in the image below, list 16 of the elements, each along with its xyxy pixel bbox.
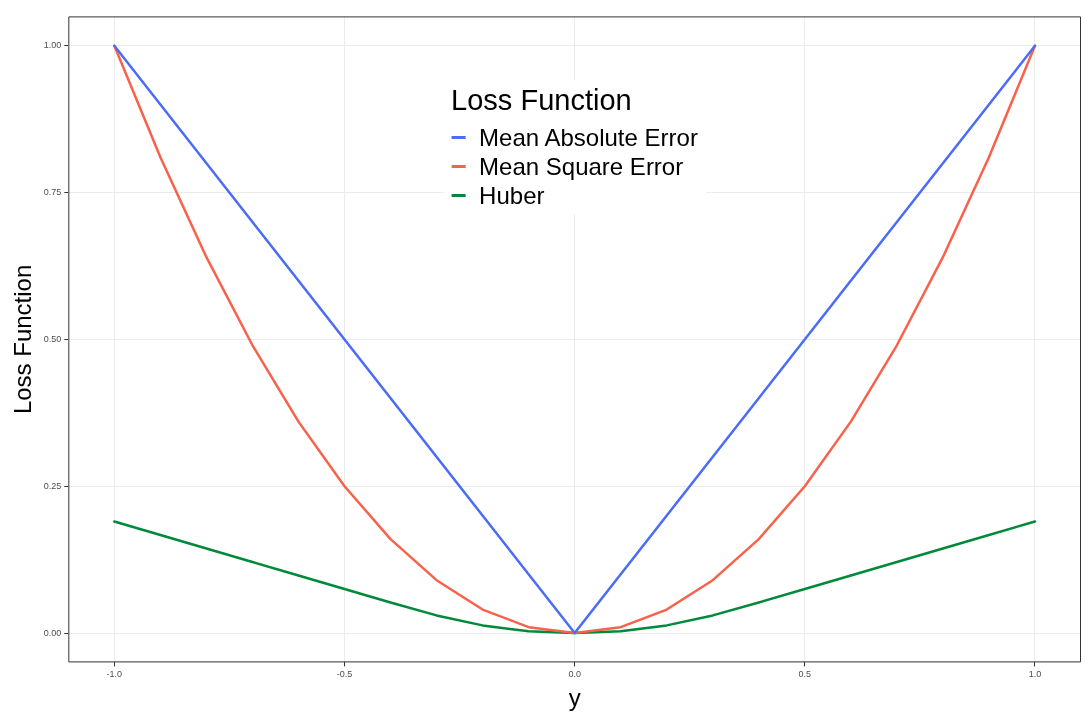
x-tick-label: 1.0 (1028, 669, 1042, 680)
legend-label: Huber (479, 181, 545, 210)
legend-label: Mean Absolute Error (479, 123, 698, 152)
x-tick-label: 0.5 (798, 669, 812, 680)
y-axis-title: Loss Function (9, 264, 37, 415)
x-axis-title: y (568, 684, 581, 712)
x-tick-label: -1.0 (106, 669, 123, 680)
y-tick-label: 0.25 (43, 480, 62, 491)
x-tick-label: 0.0 (568, 669, 581, 680)
y-tick-label: 0.50 (43, 333, 62, 344)
y-tick-label: 0.00 (43, 627, 62, 638)
y-tick-label: 0.75 (43, 187, 62, 198)
y-tick-label: 1.00 (43, 40, 62, 51)
legend-title: Loss Function (451, 84, 633, 117)
legend-label: Mean Square Error (479, 152, 684, 181)
x-tick-label: -0.5 (336, 669, 353, 680)
